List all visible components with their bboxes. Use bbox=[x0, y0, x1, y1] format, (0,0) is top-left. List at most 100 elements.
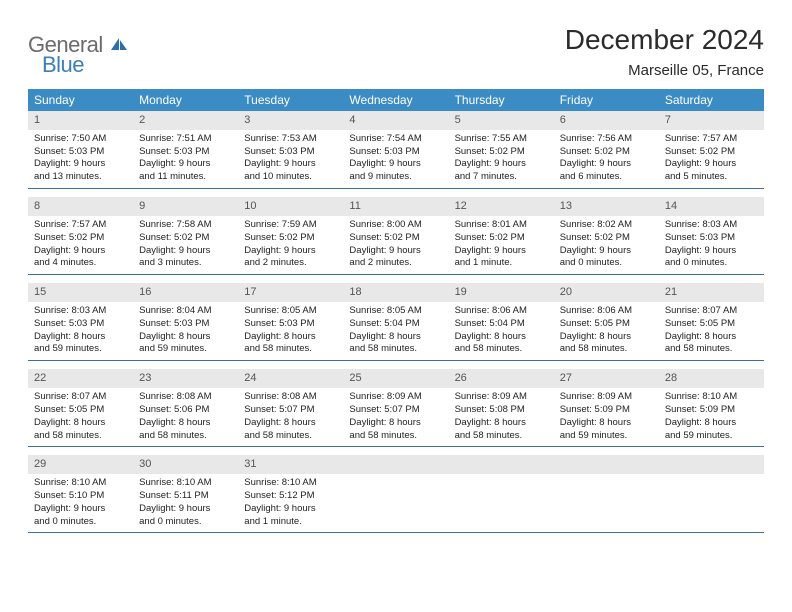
location-text: Marseille 05, France bbox=[565, 62, 764, 79]
sunrise-text: Sunrise: 8:08 AM bbox=[244, 391, 337, 404]
daylight-text: Daylight: 8 hours bbox=[455, 417, 548, 430]
day-number: 9 bbox=[133, 197, 238, 216]
day-cell: 28Sunrise: 8:10 AMSunset: 5:09 PMDayligh… bbox=[659, 369, 764, 446]
day-body: Sunrise: 8:04 AMSunset: 5:03 PMDaylight:… bbox=[133, 305, 238, 356]
sunrise-text: Sunrise: 7:54 AM bbox=[349, 133, 442, 146]
day-number bbox=[343, 455, 448, 474]
day-number: 2 bbox=[133, 111, 238, 130]
daylight-text: and 0 minutes. bbox=[560, 257, 653, 270]
daylight-text: and 13 minutes. bbox=[34, 171, 127, 184]
sunrise-text: Sunrise: 8:10 AM bbox=[665, 391, 758, 404]
daylight-text: Daylight: 9 hours bbox=[34, 503, 127, 516]
sunset-text: Sunset: 5:09 PM bbox=[665, 404, 758, 417]
day-body: Sunrise: 8:09 AMSunset: 5:07 PMDaylight:… bbox=[343, 391, 448, 442]
day-cell: 18Sunrise: 8:05 AMSunset: 5:04 PMDayligh… bbox=[343, 283, 448, 360]
daylight-text: and 4 minutes. bbox=[34, 257, 127, 270]
day-number: 4 bbox=[343, 111, 448, 130]
sunset-text: Sunset: 5:03 PM bbox=[244, 318, 337, 331]
sunset-text: Sunset: 5:02 PM bbox=[665, 146, 758, 159]
daylight-text: and 6 minutes. bbox=[560, 171, 653, 184]
daylight-text: and 58 minutes. bbox=[349, 343, 442, 356]
day-number: 19 bbox=[449, 283, 554, 302]
sunrise-text: Sunrise: 8:01 AM bbox=[455, 219, 548, 232]
day-cell: 15Sunrise: 8:03 AMSunset: 5:03 PMDayligh… bbox=[28, 283, 133, 360]
sunrise-text: Sunrise: 7:56 AM bbox=[560, 133, 653, 146]
day-cell: 22Sunrise: 8:07 AMSunset: 5:05 PMDayligh… bbox=[28, 369, 133, 446]
day-body: Sunrise: 8:03 AMSunset: 5:03 PMDaylight:… bbox=[659, 219, 764, 270]
sunset-text: Sunset: 5:02 PM bbox=[455, 232, 548, 245]
day-number: 13 bbox=[554, 197, 659, 216]
day-body: Sunrise: 8:10 AMSunset: 5:11 PMDaylight:… bbox=[133, 477, 238, 528]
sunrise-text: Sunrise: 7:59 AM bbox=[244, 219, 337, 232]
day-body: Sunrise: 8:01 AMSunset: 5:02 PMDaylight:… bbox=[449, 219, 554, 270]
dow-saturday: Saturday bbox=[659, 89, 764, 111]
daylight-text: Daylight: 9 hours bbox=[560, 158, 653, 171]
daylight-text: Daylight: 8 hours bbox=[244, 417, 337, 430]
daylight-text: Daylight: 9 hours bbox=[455, 158, 548, 171]
day-body: Sunrise: 8:05 AMSunset: 5:03 PMDaylight:… bbox=[238, 305, 343, 356]
daylight-text: and 9 minutes. bbox=[349, 171, 442, 184]
sunset-text: Sunset: 5:02 PM bbox=[244, 232, 337, 245]
day-number: 1 bbox=[28, 111, 133, 130]
daylight-text: and 58 minutes. bbox=[455, 430, 548, 443]
daylight-text: Daylight: 8 hours bbox=[139, 417, 232, 430]
day-body: Sunrise: 8:08 AMSunset: 5:06 PMDaylight:… bbox=[133, 391, 238, 442]
day-body: Sunrise: 8:05 AMSunset: 5:04 PMDaylight:… bbox=[343, 305, 448, 356]
day-number: 3 bbox=[238, 111, 343, 130]
sunset-text: Sunset: 5:08 PM bbox=[455, 404, 548, 417]
sunrise-text: Sunrise: 8:05 AM bbox=[244, 305, 337, 318]
day-body: Sunrise: 8:07 AMSunset: 5:05 PMDaylight:… bbox=[28, 391, 133, 442]
daylight-text: Daylight: 9 hours bbox=[244, 503, 337, 516]
daylight-text: and 10 minutes. bbox=[244, 171, 337, 184]
sunset-text: Sunset: 5:02 PM bbox=[455, 146, 548, 159]
daylight-text: Daylight: 8 hours bbox=[34, 417, 127, 430]
day-cell: 1Sunrise: 7:50 AMSunset: 5:03 PMDaylight… bbox=[28, 111, 133, 188]
sunset-text: Sunset: 5:03 PM bbox=[139, 146, 232, 159]
day-cell: 30Sunrise: 8:10 AMSunset: 5:11 PMDayligh… bbox=[133, 455, 238, 532]
daylight-text: and 1 minute. bbox=[455, 257, 548, 270]
sunset-text: Sunset: 5:05 PM bbox=[560, 318, 653, 331]
day-cell: 26Sunrise: 8:09 AMSunset: 5:08 PMDayligh… bbox=[449, 369, 554, 446]
dow-tuesday: Tuesday bbox=[238, 89, 343, 111]
sunrise-text: Sunrise: 8:09 AM bbox=[455, 391, 548, 404]
sunrise-text: Sunrise: 8:09 AM bbox=[349, 391, 442, 404]
day-number: 31 bbox=[238, 455, 343, 474]
daylight-text: Daylight: 8 hours bbox=[34, 331, 127, 344]
daylight-text: Daylight: 8 hours bbox=[349, 331, 442, 344]
sunrise-text: Sunrise: 8:03 AM bbox=[665, 219, 758, 232]
daylight-text: Daylight: 8 hours bbox=[560, 417, 653, 430]
daylight-text: and 58 minutes. bbox=[665, 343, 758, 356]
day-cell: 11Sunrise: 8:00 AMSunset: 5:02 PMDayligh… bbox=[343, 197, 448, 274]
day-body: Sunrise: 8:03 AMSunset: 5:03 PMDaylight:… bbox=[28, 305, 133, 356]
title-block: December 2024 Marseille 05, France bbox=[565, 24, 764, 79]
sunrise-text: Sunrise: 7:50 AM bbox=[34, 133, 127, 146]
sunrise-text: Sunrise: 8:09 AM bbox=[560, 391, 653, 404]
logo-sail-icon bbox=[109, 39, 129, 56]
day-cell: 8Sunrise: 7:57 AMSunset: 5:02 PMDaylight… bbox=[28, 197, 133, 274]
day-body: Sunrise: 8:06 AMSunset: 5:04 PMDaylight:… bbox=[449, 305, 554, 356]
day-number: 7 bbox=[659, 111, 764, 130]
daylight-text: Daylight: 8 hours bbox=[665, 331, 758, 344]
sunset-text: Sunset: 5:03 PM bbox=[34, 146, 127, 159]
day-body: Sunrise: 8:09 AMSunset: 5:08 PMDaylight:… bbox=[449, 391, 554, 442]
day-cell: 20Sunrise: 8:06 AMSunset: 5:05 PMDayligh… bbox=[554, 283, 659, 360]
dow-friday: Friday bbox=[554, 89, 659, 111]
daylight-text: and 58 minutes. bbox=[34, 430, 127, 443]
sunset-text: Sunset: 5:02 PM bbox=[349, 232, 442, 245]
sunset-text: Sunset: 5:03 PM bbox=[139, 318, 232, 331]
day-body: Sunrise: 8:00 AMSunset: 5:02 PMDaylight:… bbox=[343, 219, 448, 270]
empty-cell bbox=[554, 455, 659, 532]
day-cell: 29Sunrise: 8:10 AMSunset: 5:10 PMDayligh… bbox=[28, 455, 133, 532]
day-number: 17 bbox=[238, 283, 343, 302]
sunset-text: Sunset: 5:02 PM bbox=[560, 232, 653, 245]
daylight-text: Daylight: 8 hours bbox=[455, 331, 548, 344]
day-body: Sunrise: 8:10 AMSunset: 5:09 PMDaylight:… bbox=[659, 391, 764, 442]
daylight-text: and 58 minutes. bbox=[455, 343, 548, 356]
day-body: Sunrise: 8:06 AMSunset: 5:05 PMDaylight:… bbox=[554, 305, 659, 356]
daylight-text: and 58 minutes. bbox=[244, 430, 337, 443]
day-cell: 19 Sunrise: 8:06 AMSunset: 5:04 PMDayligh… bbox=[449, 283, 554, 360]
day-cell: 16Sunrise: 8:04 AMSunset: 5:03 PMDayligh… bbox=[133, 283, 238, 360]
day-body: Sunrise: 8:08 AMSunset: 5:07 PMDaylight:… bbox=[238, 391, 343, 442]
sunset-text: Sunset: 5:06 PM bbox=[139, 404, 232, 417]
sunrise-text: Sunrise: 8:06 AM bbox=[560, 305, 653, 318]
